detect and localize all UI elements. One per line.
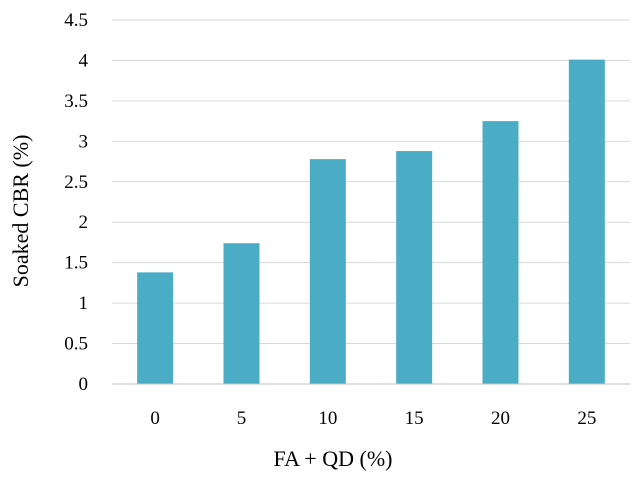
- x-tick-label: 5: [237, 408, 247, 429]
- y-tick-label: 3: [79, 131, 89, 152]
- x-tick-label: 10: [318, 408, 337, 429]
- x-tick-label: 15: [405, 408, 424, 429]
- y-tick-label: 4: [79, 50, 89, 71]
- y-tick-label: 1: [79, 293, 89, 314]
- bar-25: [569, 60, 605, 384]
- bar-0: [137, 272, 173, 384]
- x-tick-label: 20: [491, 408, 510, 429]
- gridlines: [112, 20, 630, 344]
- bar-15: [396, 151, 432, 384]
- bar-20: [483, 121, 519, 384]
- y-tick-label: 2.5: [64, 172, 88, 193]
- bar-10: [310, 159, 346, 384]
- x-tick-label: 25: [577, 408, 596, 429]
- y-tick-label: 0: [79, 374, 89, 395]
- x-tick-label: 0: [150, 408, 160, 429]
- y-tick-label: 0.5: [64, 334, 88, 355]
- y-tick-labels: 0 0.5 1 1.5 2 2.5 3 3.5 4 4.5: [64, 10, 88, 395]
- y-axis-title: Soaked CBR (%): [8, 135, 33, 288]
- y-tick-label: 2: [79, 212, 89, 233]
- x-tick-labels: 0 5 10 15 20 25: [150, 408, 596, 429]
- y-tick-label: 4.5: [64, 10, 88, 31]
- y-tick-label: 1.5: [64, 253, 88, 274]
- x-axis-title: FA + QD (%): [274, 446, 393, 471]
- bar-5: [224, 243, 260, 384]
- y-tick-label: 3.5: [64, 91, 88, 112]
